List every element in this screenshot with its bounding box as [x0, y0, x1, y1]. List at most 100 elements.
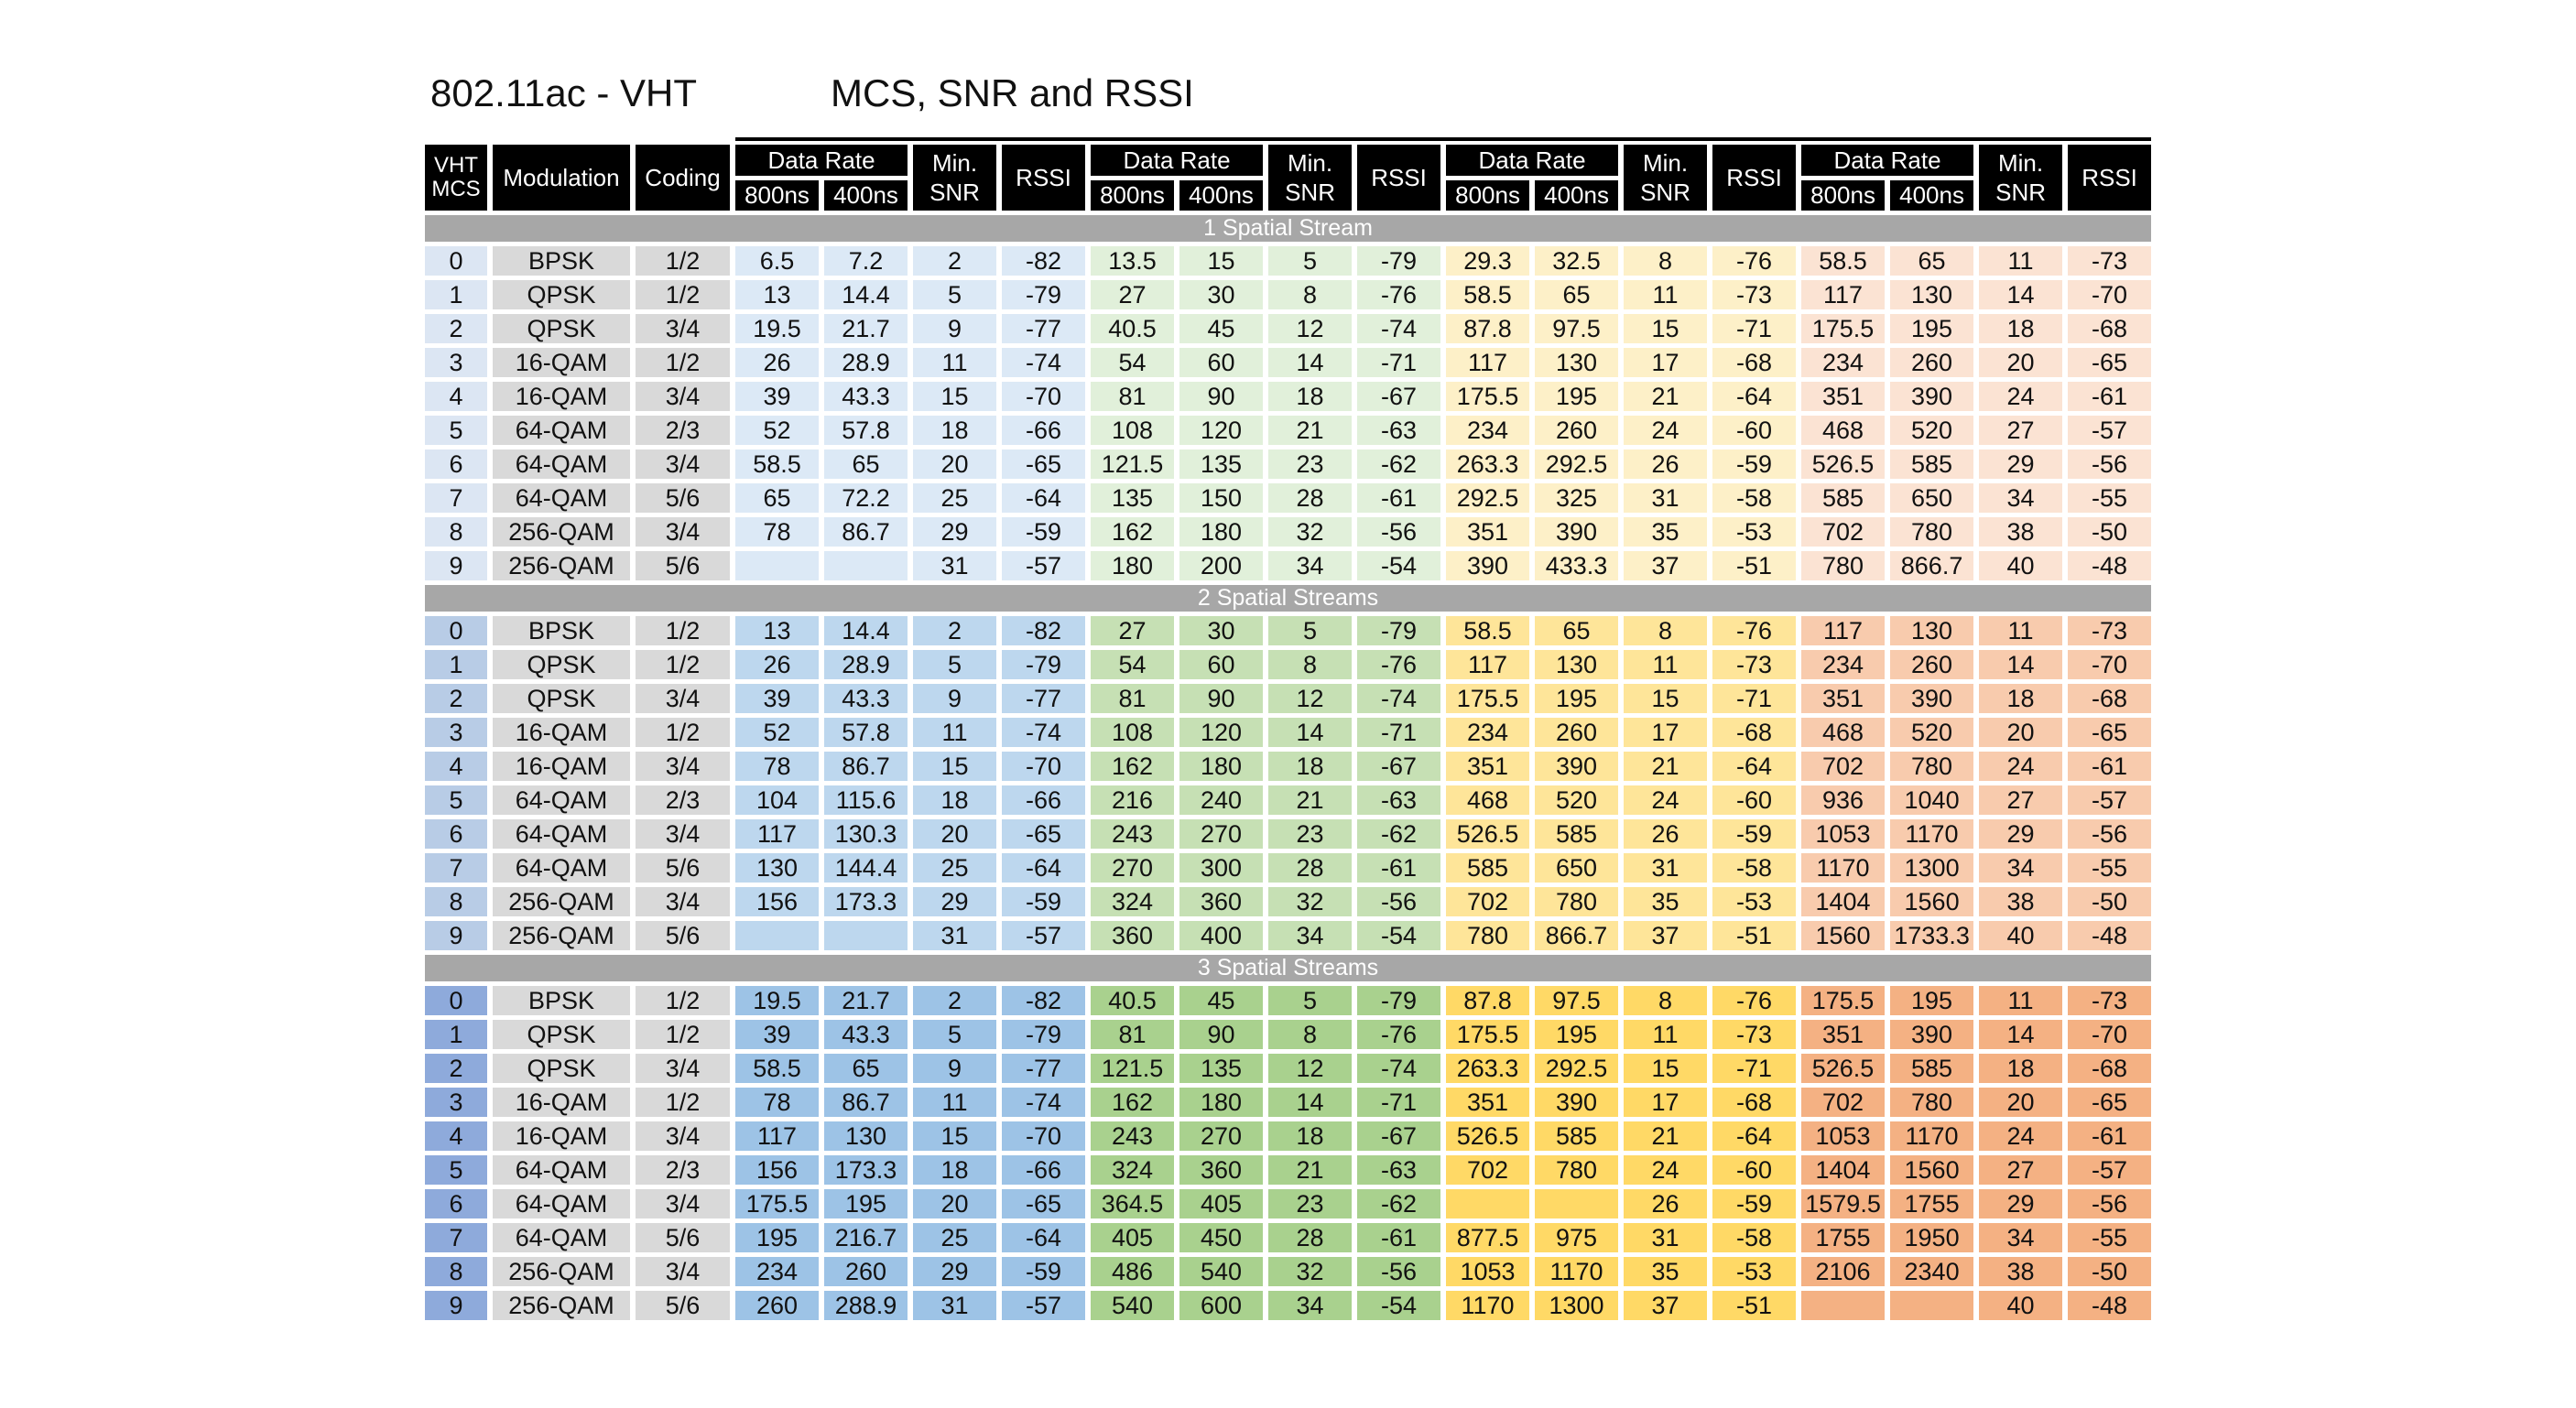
cell-40mhz-rate-800ns: 216: [1091, 785, 1175, 815]
cell-80mhz-rate-800ns: 780: [1446, 921, 1530, 950]
cell-40mhz-rate-400ns: 405: [1179, 1189, 1264, 1218]
table-row: 7 64-QAM 5/6 65 72.2 25 -64 135 150 28 -61 292.5 325…: [425, 483, 2152, 513]
cell-coding: 3/4: [636, 887, 730, 916]
cell-40mhz-rate-800ns: 13.5: [1091, 246, 1175, 276]
cell-160mhz-min-snr: 29: [1979, 819, 2063, 849]
cell-40mhz-min-snr: 32: [1268, 887, 1353, 916]
cell-modulation: 256-QAM: [493, 921, 630, 950]
cell-80mhz-min-snr: 37: [1624, 551, 1708, 580]
table-row: 6 64-QAM 3/4 117 130.3 20 -65 243 270 23 -62 526.5 5…: [425, 819, 2152, 849]
cell-modulation: QPSK: [493, 650, 630, 679]
cell-160mhz-min-snr: 27: [1979, 785, 2063, 815]
cell-160mhz-rate-400ns: 260: [1890, 348, 1974, 377]
cell-40mhz-rssi: -54: [1357, 551, 1441, 580]
cell-80mhz-min-snr: 26: [1624, 449, 1708, 479]
header-gi-800: 800ns: [1091, 180, 1175, 211]
cell-40mhz-rssi: -63: [1357, 1155, 1441, 1185]
table-row: 0 BPSK 1/2 6.5 7.2 2 -82 13.5 15 5 -79 29.3 32.5 8 -76…: [425, 246, 2152, 276]
cell-40mhz-min-snr: 18: [1268, 1121, 1353, 1151]
cell-20mhz-min-snr: 2: [913, 246, 997, 276]
header-data-rate-40mhz: Data Rate: [1091, 145, 1264, 176]
cell-20mhz-rssi: -59: [1002, 887, 1086, 916]
cell-160mhz-min-snr: 14: [1979, 280, 2063, 309]
cell-40mhz-min-snr: 8: [1268, 1020, 1353, 1049]
cell-20mhz-rate-800ns: 58.5: [735, 449, 819, 479]
cell-80mhz-rssi: -73: [1712, 650, 1797, 679]
cell-80mhz-rate-400ns: 292.5: [1535, 449, 1619, 479]
cell-40mhz-rate-400ns: 180: [1179, 1088, 1264, 1117]
cell-40mhz-rate-400ns: 540: [1179, 1257, 1264, 1286]
cell-160mhz-rate-400ns: 520: [1890, 718, 1974, 747]
cell-160mhz-rssi: -70: [2068, 280, 2152, 309]
cell-80mhz-rssi: -76: [1712, 986, 1797, 1015]
cell-mcs: 0: [425, 986, 487, 1015]
cell-coding: 3/4: [636, 449, 730, 479]
cell-80mhz-rate-800ns: [1446, 1189, 1530, 1218]
cell-40mhz-min-snr: 18: [1268, 382, 1353, 411]
cell-40mhz-rssi: -79: [1357, 246, 1441, 276]
table-row: 2 QPSK 3/4 19.5 21.7 9 -77 40.5 45 12 -74 87.8 97.5 1…: [425, 314, 2152, 343]
cell-80mhz-rate-400ns: 1300: [1535, 1291, 1619, 1320]
cell-80mhz-rate-800ns: 351: [1446, 1088, 1530, 1117]
cell-80mhz-rate-800ns: 87.8: [1446, 986, 1530, 1015]
cell-20mhz-min-snr: 31: [913, 1291, 997, 1320]
cell-modulation: QPSK: [493, 280, 630, 309]
cell-20mhz-rate-800ns: 26: [735, 650, 819, 679]
cell-80mhz-rate-800ns: 1053: [1446, 1257, 1530, 1286]
cell-80mhz-rssi: -71: [1712, 1054, 1797, 1083]
cell-80mhz-min-snr: 24: [1624, 416, 1708, 445]
cell-20mhz-rate-800ns: 39: [735, 1020, 819, 1049]
cell-20mhz-rate-400ns: 28.9: [824, 348, 908, 377]
cell-160mhz-rate-400ns: 1040: [1890, 785, 1974, 815]
cell-40mhz-rssi: -63: [1357, 785, 1441, 815]
cell-40mhz-rssi: -62: [1357, 1189, 1441, 1218]
table-row: 3 16-QAM 1/2 78 86.7 11 -74 162 180 14 -71 351 390 17…: [425, 1088, 2152, 1117]
cell-20mhz-rate-400ns: 288.9: [824, 1291, 908, 1320]
cell-80mhz-min-snr: 24: [1624, 785, 1708, 815]
cell-20mhz-rate-800ns: [735, 551, 819, 580]
cell-160mhz-min-snr: 34: [1979, 853, 2063, 883]
cell-40mhz-rate-400ns: 90: [1179, 1020, 1264, 1049]
cell-40mhz-rate-800ns: 54: [1091, 348, 1175, 377]
cell-160mhz-min-snr: 38: [1979, 517, 2063, 547]
cell-20mhz-rate-800ns: 130: [735, 853, 819, 883]
cell-40mhz-min-snr: 5: [1268, 986, 1353, 1015]
cell-40mhz-rate-400ns: 360: [1179, 887, 1264, 916]
cell-160mhz-min-snr: 24: [1979, 1121, 2063, 1151]
cell-80mhz-rate-400ns: 390: [1535, 517, 1619, 547]
cell-modulation: 16-QAM: [493, 752, 630, 781]
cell-40mhz-rate-800ns: 81: [1091, 1020, 1175, 1049]
cell-160mhz-min-snr: 34: [1979, 1223, 2063, 1252]
cell-80mhz-min-snr: 17: [1624, 718, 1708, 747]
cell-160mhz-rate-400ns: [1890, 1291, 1974, 1320]
cell-20mhz-rssi: -79: [1002, 650, 1086, 679]
cell-20mhz-rate-400ns: 216.7: [824, 1223, 908, 1252]
cell-160mhz-rate-400ns: 1560: [1890, 887, 1974, 916]
cell-80mhz-rssi: -76: [1712, 246, 1797, 276]
cell-160mhz-min-snr: 27: [1979, 1155, 2063, 1185]
cell-20mhz-rate-400ns: 173.3: [824, 887, 908, 916]
cell-coding: 2/3: [636, 785, 730, 815]
header-data-rate-160mhz: Data Rate: [1801, 145, 1974, 176]
cell-80mhz-min-snr: 21: [1624, 1121, 1708, 1151]
cell-160mhz-rssi: -50: [2068, 887, 2152, 916]
cell-modulation: QPSK: [493, 1054, 630, 1083]
cell-80mhz-min-snr: 15: [1624, 684, 1708, 713]
table-row: 8 256-QAM 3/4 156 173.3 29 -59 324 360 32 -56 702 78…: [425, 887, 2152, 916]
cell-40mhz-min-snr: 21: [1268, 1155, 1353, 1185]
cell-20mhz-rate-400ns: 72.2: [824, 483, 908, 513]
cell-coding: 5/6: [636, 853, 730, 883]
cell-80mhz-min-snr: 8: [1624, 246, 1708, 276]
cell-80mhz-rate-800ns: 29.3: [1446, 246, 1530, 276]
cell-80mhz-rate-400ns: 975: [1535, 1223, 1619, 1252]
cell-coding: 1/2: [636, 348, 730, 377]
cell-modulation: 16-QAM: [493, 382, 630, 411]
cell-coding: 5/6: [636, 921, 730, 950]
cell-modulation: 64-QAM: [493, 1223, 630, 1252]
cell-80mhz-rate-400ns: 650: [1535, 853, 1619, 883]
table-row: 5 64-QAM 2/3 156 173.3 18 -66 324 360 21 -63 702 780…: [425, 1155, 2152, 1185]
cell-160mhz-rssi: -70: [2068, 1020, 2152, 1049]
cell-80mhz-rate-400ns: 195: [1535, 1020, 1619, 1049]
cell-160mhz-rssi: -48: [2068, 1291, 2152, 1320]
cell-modulation: 64-QAM: [493, 853, 630, 883]
